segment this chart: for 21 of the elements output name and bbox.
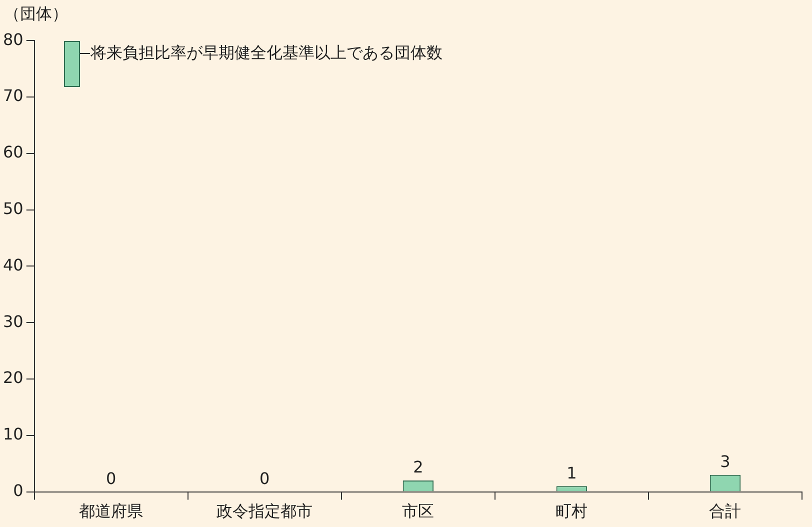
data-label: 3 — [720, 452, 730, 472]
y-axis-title: （団体） — [4, 4, 68, 25]
y-tick-label: 50 — [3, 198, 24, 218]
y-tick-label: 40 — [3, 255, 24, 274]
data-label: 1 — [566, 463, 577, 482]
y-tick-label: 10 — [3, 424, 24, 444]
x-tick-label: 都道府県 — [79, 502, 144, 521]
data-label: 0 — [260, 468, 270, 488]
data-label: 2 — [413, 458, 424, 477]
data-label: 0 — [106, 468, 116, 488]
x-tick-label: 政令指定都市 — [216, 502, 313, 521]
y-tick-label: 70 — [3, 86, 24, 106]
x-tick-label: 合計 — [709, 502, 742, 521]
y-tick-label: 30 — [3, 312, 24, 331]
text: 将来負担比率が早期健全化基準以上である団体数 — [90, 42, 442, 64]
y-tick-label: 0 — [13, 480, 24, 500]
x-tick-label: 市区 — [402, 502, 434, 521]
y-tick-label: 60 — [3, 142, 24, 162]
x-tick-label: 町村 — [556, 502, 588, 521]
y-tick-label: 80 — [3, 30, 24, 49]
y-tick-label: 20 — [3, 368, 24, 388]
